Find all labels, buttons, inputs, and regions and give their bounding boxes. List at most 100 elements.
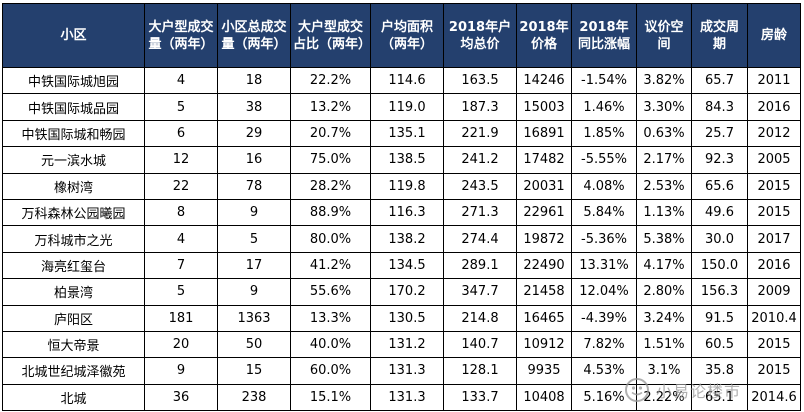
table-cell: 19872 [516,225,572,253]
table-cell: 88.9% [290,198,371,227]
table-cell: 13.3% [290,304,371,332]
table-cell: 131.2 [370,330,444,359]
table-cell: 38 [217,93,291,121]
table-cell: 187.3 [443,93,517,121]
table-cell: 4 [144,225,218,253]
table-cell: 18 [217,66,291,95]
table-cell: 271.3 [443,198,517,227]
table-cell: 65.7 [691,66,748,95]
table-cell: 12 [144,146,218,174]
table-cell: 181 [144,304,218,332]
table-cell: 4.53% [571,357,637,385]
table-cell: 41.2% [290,251,371,280]
column-header: 房龄 [747,3,801,68]
community-name-cell: 万科森林公园曦园 [2,198,145,227]
table-cell: 138.2 [370,225,444,253]
column-header: 小区总成交量（两年） [217,3,291,68]
table-cell: 1.13% [636,198,692,227]
table-cell: 1.46% [571,93,637,121]
table-cell: 2.80% [636,278,692,306]
table-cell: 238 [217,383,291,412]
table-cell: 17482 [516,146,572,174]
table-cell: 9 [144,357,218,385]
table-cell: 29 [217,119,291,148]
column-header: 小区 [2,3,145,68]
table-cell: 133.7 [443,383,517,412]
table-cell: 80.0% [290,225,371,253]
table-cell: 5 [144,93,218,121]
table-cell: 25.7 [691,119,748,148]
table-cell: 2016 [747,93,801,121]
table-cell: 2010.4 [747,304,801,332]
table-cell: 0.63% [636,119,692,148]
table-row: 万科森林公园曦园 8 9 88.9% 116.3 271.3 22961 5.84% 1.13%… [2,198,801,227]
header-row: 小区 大户型成交量（两年） 小区总成交量（两年） 大户型成交占比（两年） 户均面积（两年… [2,3,801,68]
table-cell: -5.55% [571,146,637,174]
table-row: 海亮红玺台 7 17 41.2% 134.5 289.1 22490 13.31% 4.17% 1… [2,251,801,280]
table-cell: 30.0 [691,225,748,253]
table-cell: 2015 [747,357,801,385]
table-row: 北城世纪城泽徽苑 9 15 60.0% 131.3 128.1 9935 4.53% 3.1% 3… [2,357,801,385]
column-header: 2018年同比涨幅 [571,3,637,68]
community-name-cell: 中铁国际城品园 [2,93,145,121]
table-cell: 22 [144,172,218,200]
table-cell: 35.8 [691,357,748,385]
table-cell: 2016 [747,251,801,280]
table-cell: 5 [217,225,291,253]
community-name-cell: 橡树湾 [2,172,145,200]
table-cell: 14246 [516,66,572,95]
community-name-cell: 万科城市之光 [2,225,145,253]
table-cell: 55.6% [290,278,371,306]
table-cell: 5.38% [636,225,692,253]
table-cell: 15.1% [290,383,371,412]
table-cell: 7.82% [571,330,637,359]
table-cell: 7 [144,251,218,280]
table-cell: -4.39% [571,304,637,332]
table-cell: 8 [144,198,218,227]
column-header: 大户型成交量（两年） [144,3,218,68]
table-cell: 140.7 [443,330,517,359]
table-cell: 28.2% [290,172,371,200]
table-cell: 60.5 [691,330,748,359]
table-row: 元一滨水城 12 16 75.0% 138.5 241.2 17482 -5.55% 2.17%… [2,146,801,174]
table-cell: 2.22% [636,383,692,412]
table-cell: 135.1 [370,119,444,148]
table-cell: 22.2% [290,66,371,95]
table-row: 橡树湾 22 78 28.2% 119.8 243.5 20031 4.08% 2.53% 65.… [2,172,801,200]
table-row: 恒大帝景 20 50 40.0% 131.2 140.7 10912 7.82% 1.51% 60… [2,330,801,359]
table-row: 中铁国际城和畅园 6 29 20.7% 135.1 221.9 16891 1.85% 0.63… [2,119,801,148]
table-cell: 2015 [747,330,801,359]
table-cell: 17 [217,251,291,280]
table-row: 中铁国际城旭园 4 18 22.2% 114.6 163.5 14246 -1.54% 3.82… [2,66,801,95]
community-name-cell: 柏景湾 [2,278,145,306]
table-cell: 119.0 [370,93,444,121]
community-name-cell: 庐阳区 [2,304,145,332]
table-cell: 49.6 [691,198,748,227]
table-cell: 16 [217,146,291,174]
table-cell: 16465 [516,304,572,332]
table-cell: 65.6 [691,172,748,200]
table-cell: 5 [144,278,218,306]
table-cell: 12.04% [571,278,637,306]
table-cell: 40.0% [290,330,371,359]
table-cell: 116.3 [370,198,444,227]
table-cell: 241.2 [443,146,517,174]
table-row: 万科城市之光 4 5 80.0% 138.2 274.4 19872 -5.36% 5.38% 3… [2,225,801,253]
table-cell: 1.85% [571,119,637,148]
column-header: 大户型成交占比（两年） [290,3,371,68]
table-cell: 214.8 [443,304,517,332]
table-cell: 2014.6 [747,383,801,412]
table-cell: -5.36% [571,225,637,253]
table-cell: 2011 [747,66,801,95]
table-cell: 130.5 [370,304,444,332]
table-cell: 13.2% [290,93,371,121]
table-cell: 2017 [747,225,801,253]
community-name-cell: 北城世纪城泽徽苑 [2,357,145,385]
table-cell: 22961 [516,198,572,227]
table-cell: 6 [144,119,218,148]
community-name-cell: 恒大帝景 [2,330,145,359]
table-row: 庐阳区 181 1363 13.3% 130.5 214.8 16465 -4.39% 3.24… [2,304,801,332]
table-cell: 4.08% [571,172,637,200]
table-cell: 150.0 [691,251,748,280]
